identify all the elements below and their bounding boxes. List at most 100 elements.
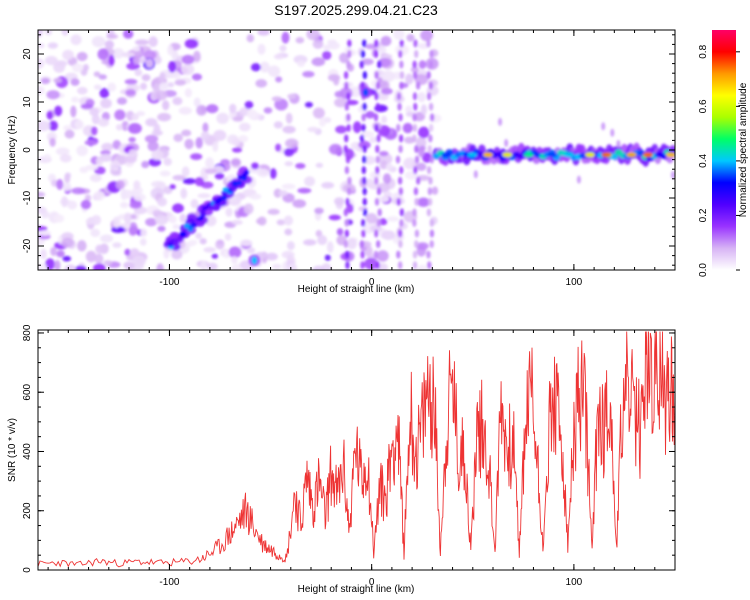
spectrogram-blobs [38, 30, 675, 270]
noise-patch [206, 104, 219, 114]
noise-patch [204, 168, 218, 174]
streak-patch [362, 71, 368, 80]
streak-patch [427, 261, 432, 270]
streak-patch [361, 123, 366, 132]
noise-patch [148, 36, 158, 48]
noise-patch [203, 247, 216, 253]
streak-patch [398, 113, 403, 122]
streak-patch [345, 155, 351, 164]
noise-patch [107, 82, 117, 92]
noise-patch [283, 215, 294, 226]
noise-patch [180, 187, 188, 199]
noise-patch [114, 109, 126, 121]
noise-patch [369, 136, 378, 143]
noise-patch [44, 55, 58, 66]
noise-patch [62, 182, 72, 192]
streak-patch [346, 113, 351, 122]
noise-patch [153, 123, 161, 135]
noise-patch [38, 120, 51, 132]
noise-patch [363, 155, 376, 165]
noise-patch [115, 124, 123, 131]
noise-patch [306, 30, 320, 41]
band-peak [483, 152, 494, 158]
noise-patch [417, 91, 426, 103]
streak-patch [414, 197, 419, 206]
track-core [221, 195, 228, 201]
noise-patch [345, 99, 359, 106]
noise-patch [61, 196, 68, 208]
noise-patch [124, 155, 137, 164]
snr-frame [37, 329, 676, 571]
noise-patch [231, 256, 238, 264]
noise-patch [99, 87, 110, 99]
noise-patch [91, 36, 106, 48]
noise-patch [90, 126, 98, 136]
noise-patch [181, 54, 195, 65]
noise-patch [134, 39, 149, 46]
noise-patch [312, 107, 325, 119]
streak-patch [374, 123, 379, 132]
track-core [243, 169, 250, 175]
noise-patch [312, 39, 324, 49]
streak-patch [426, 250, 431, 259]
noise-patch [279, 45, 287, 52]
noise-patch [129, 248, 140, 259]
noise-patch [145, 58, 154, 68]
noise-patch [178, 106, 192, 115]
noise-patch [420, 30, 434, 42]
streak-patch [375, 145, 380, 154]
streak-patch [344, 81, 349, 90]
streak-patch [412, 123, 418, 132]
streak-patch [413, 187, 419, 196]
track-core [199, 209, 206, 215]
band-peak [642, 152, 653, 158]
noise-patch [379, 80, 390, 91]
noise-patch [238, 135, 249, 143]
noise-patch [191, 73, 203, 81]
noise-patch [361, 130, 375, 138]
streak-patch [426, 71, 431, 80]
noise-patch [386, 216, 399, 222]
streak-patch [374, 176, 379, 185]
streak-patch [396, 197, 401, 206]
streak-patch [373, 113, 379, 122]
noise-patch [307, 126, 319, 133]
noise-patch [38, 230, 51, 236]
noise-patch [416, 162, 427, 171]
noise-patch [90, 228, 101, 238]
noise-patch [70, 105, 77, 118]
noise-patch [304, 101, 313, 108]
streak-patch [345, 261, 350, 270]
noise-patch [115, 179, 125, 190]
noise-patch [304, 176, 316, 187]
noise-patch [405, 105, 413, 114]
noise-patch [190, 198, 199, 209]
streak-patch [412, 208, 417, 217]
noise-patch [119, 201, 129, 209]
noise-patch [273, 121, 283, 129]
noise-patch [49, 137, 56, 147]
track-core [235, 180, 242, 186]
streak-patch [399, 208, 405, 217]
noise-patch [101, 142, 114, 152]
streak-patch [344, 134, 349, 143]
streak-patch [428, 176, 433, 185]
noise-patch [346, 203, 354, 214]
noise-patch [168, 60, 177, 73]
streak-patch [346, 123, 351, 132]
noise-patch [274, 98, 289, 111]
streak-patch [362, 145, 367, 154]
streak-patch [344, 250, 350, 259]
noise-patch [225, 207, 233, 217]
noise-patch [297, 60, 306, 67]
noise-patch [124, 248, 131, 256]
noise-patch [181, 63, 195, 76]
spot-core [251, 256, 258, 265]
noise-patch [285, 112, 293, 124]
noise-patch [281, 31, 290, 44]
noise-patch [199, 238, 207, 245]
noise-patch [151, 149, 164, 161]
noise-patch [311, 57, 326, 67]
track-core [230, 186, 237, 192]
noise-patch [194, 177, 205, 187]
